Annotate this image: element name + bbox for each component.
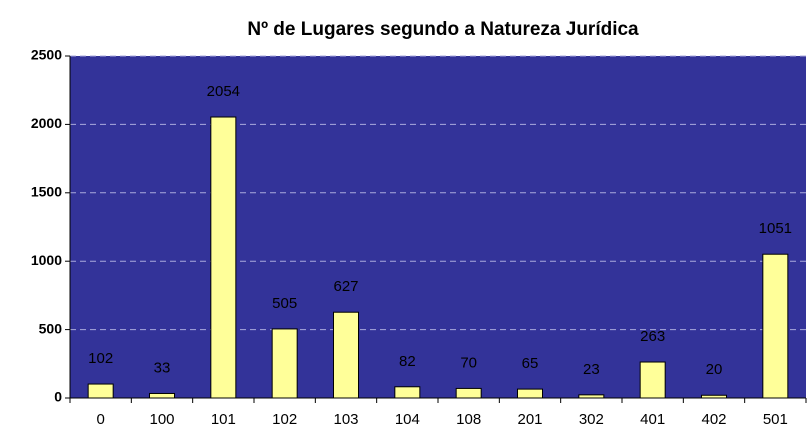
bar [333,311,359,399]
bar [271,328,298,399]
value-label: 263 [640,328,665,345]
bar [210,116,237,399]
plot-area [70,56,806,398]
value-label: 2054 [207,83,240,100]
bar [455,387,482,399]
x-tick-label: 102 [272,411,297,428]
x-tick-label: 103 [333,411,358,428]
bar [394,386,421,399]
y-tick-label: 2000 [31,115,62,131]
y-tick-label: 1000 [31,252,62,268]
x-tick-label: 100 [149,411,174,428]
x-tick-label: 0 [96,411,104,428]
x-tick-label: 108 [456,411,481,428]
value-label: 505 [272,295,297,312]
value-label: 82 [399,353,416,370]
y-tick-label: 500 [39,320,63,336]
bar [87,383,114,399]
bar [762,253,789,399]
x-tick-label: 104 [395,411,420,428]
value-label: 33 [154,359,171,376]
value-label: 23 [583,361,600,378]
y-tick-label: 1500 [31,184,62,200]
bar [639,361,666,399]
x-tick-label: 401 [640,411,665,428]
bar [517,388,543,399]
value-label: 70 [460,354,477,371]
value-label: 65 [522,355,539,372]
chart-title: Nº de Lugares segundo a Natureza Jurídic… [247,19,639,40]
value-label: 1051 [759,220,792,237]
x-tick-label: 501 [763,411,788,428]
value-label: 627 [333,278,358,295]
y-tick-label: 0 [54,389,62,405]
x-tick-label: 402 [701,411,726,428]
bar [149,392,175,399]
x-tick-label: 302 [579,411,604,428]
x-tick-label: 101 [211,411,236,428]
y-tick-label: 2500 [31,47,62,63]
value-label: 20 [706,361,723,378]
value-label: 102 [88,350,113,367]
x-tick-label: 201 [517,411,542,428]
